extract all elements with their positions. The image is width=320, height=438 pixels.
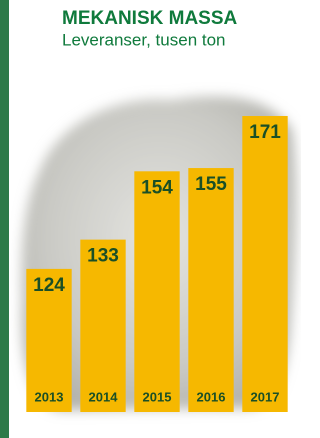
side-strip [0, 0, 9, 438]
x-tick-label: 2016 [197, 389, 226, 404]
chart-subtitle: Leveranser, tusen ton [62, 30, 226, 49]
value-label: 124 [33, 275, 65, 296]
value-label: 155 [195, 174, 227, 195]
chart-title: MEKANISK MASSA [62, 8, 238, 29]
bar [134, 171, 179, 412]
x-tick-label: 2014 [89, 389, 119, 404]
bar [242, 116, 287, 412]
value-label: 133 [87, 246, 119, 267]
bar [188, 168, 233, 412]
chart: MEKANISK MASSA Leveranser, tusen ton 124… [0, 0, 301, 438]
x-tick-label: 2017 [251, 389, 280, 404]
value-label: 154 [141, 177, 173, 198]
x-tick-label: 2015 [143, 389, 172, 404]
value-label: 171 [249, 122, 281, 143]
x-tick-label: 2013 [35, 389, 64, 404]
